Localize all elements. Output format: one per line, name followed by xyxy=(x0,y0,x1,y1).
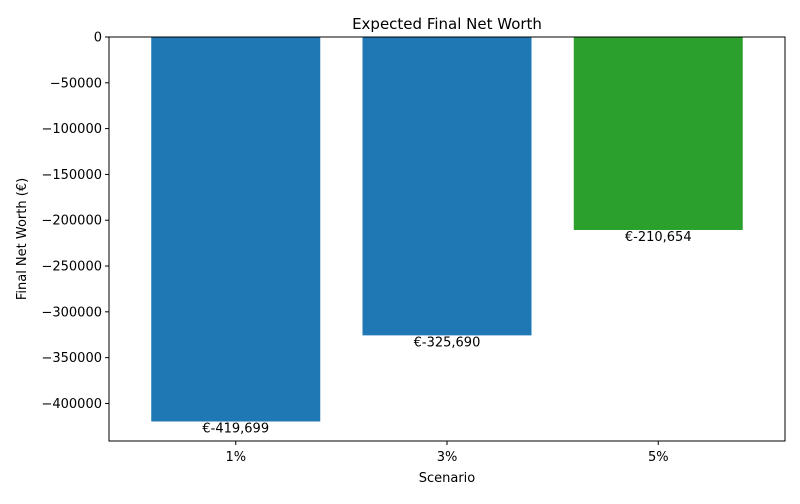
bar-value-label: €-325,690 xyxy=(414,335,481,350)
y-axis: 0 −50000 −100000 −150000 −200000 −250000 −3000… xyxy=(41,31,109,412)
y-tick-label: −350000 xyxy=(41,351,102,366)
bar-3pct xyxy=(362,37,532,336)
y-tick-label: 0 xyxy=(94,31,102,46)
y-axis-label: Final Net Worth (€) xyxy=(15,178,30,300)
y-tick-label: −150000 xyxy=(41,168,102,183)
chart-title: Expected Final Net Worth xyxy=(352,15,542,33)
y-tick-label: −250000 xyxy=(41,260,102,275)
plot-frame xyxy=(108,36,786,442)
data-labels-group: €-419,699 €-325,690 €-210,654 xyxy=(202,230,691,437)
x-tick-label: 5% xyxy=(648,450,669,465)
bar-5pct xyxy=(573,37,743,230)
y-tick-label: −400000 xyxy=(41,397,102,412)
y-tick-label: −100000 xyxy=(41,122,102,137)
bar-value-label: €-210,654 xyxy=(625,230,692,245)
y-tick-label: −50000 xyxy=(50,76,102,91)
y-tick-label: −200000 xyxy=(41,214,102,229)
x-axis-label: Scenario xyxy=(419,471,476,486)
bar-1pct xyxy=(151,37,321,422)
x-axis: 1% 3% 5% xyxy=(225,441,669,465)
x-tick-label: 3% xyxy=(437,450,458,465)
x-tick-label: 1% xyxy=(225,450,246,465)
y-tick-label: −300000 xyxy=(41,305,102,320)
bar-value-label: €-419,699 xyxy=(202,421,269,436)
bars-group xyxy=(151,37,743,422)
